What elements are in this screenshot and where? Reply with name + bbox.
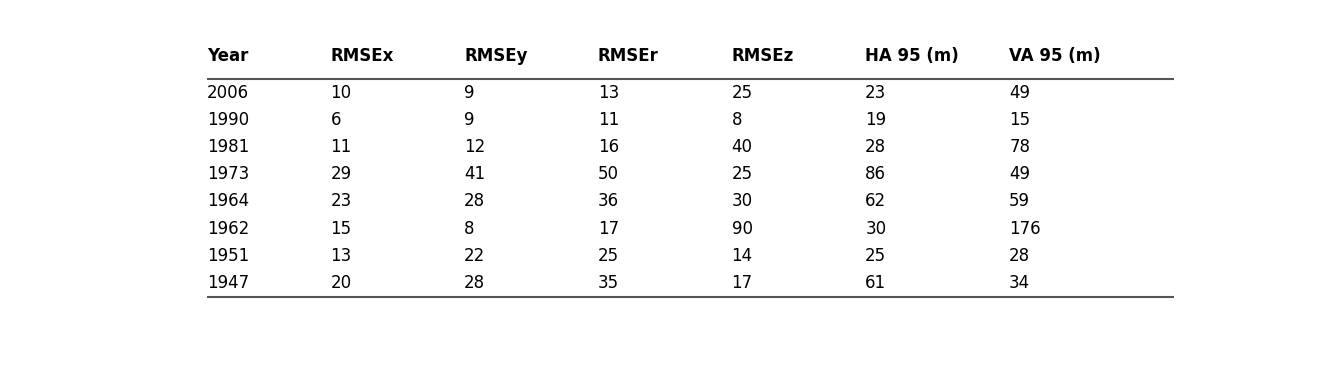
Text: 86: 86 xyxy=(865,165,886,183)
Text: 11: 11 xyxy=(330,138,352,156)
Text: 1964: 1964 xyxy=(207,192,249,211)
Text: 10: 10 xyxy=(330,84,352,102)
Text: 1990: 1990 xyxy=(207,111,249,129)
Text: 1973: 1973 xyxy=(207,165,249,183)
Text: 176: 176 xyxy=(1009,220,1040,238)
Text: 28: 28 xyxy=(464,192,486,211)
Text: 17: 17 xyxy=(597,220,618,238)
Text: 23: 23 xyxy=(865,84,886,102)
Text: 9: 9 xyxy=(464,111,475,129)
Text: 90: 90 xyxy=(731,220,752,238)
Text: 9: 9 xyxy=(464,84,475,102)
Text: 8: 8 xyxy=(731,111,742,129)
Text: 16: 16 xyxy=(597,138,618,156)
Text: 11: 11 xyxy=(597,111,620,129)
Text: Year: Year xyxy=(207,47,248,65)
Text: 15: 15 xyxy=(330,220,352,238)
Text: 1947: 1947 xyxy=(207,274,249,292)
Text: 25: 25 xyxy=(731,165,752,183)
Text: 78: 78 xyxy=(1009,138,1030,156)
Text: RMSEx: RMSEx xyxy=(330,47,394,65)
Text: 22: 22 xyxy=(464,247,486,265)
Text: RMSEr: RMSEr xyxy=(597,47,658,65)
Text: HA 95 (m): HA 95 (m) xyxy=(865,47,959,65)
Text: 25: 25 xyxy=(731,84,752,102)
Text: 28: 28 xyxy=(865,138,886,156)
Text: 49: 49 xyxy=(1009,84,1030,102)
Text: 1962: 1962 xyxy=(207,220,249,238)
Text: 17: 17 xyxy=(731,274,752,292)
Text: 25: 25 xyxy=(865,247,886,265)
Text: 28: 28 xyxy=(464,274,486,292)
Text: 62: 62 xyxy=(865,192,886,211)
Text: 34: 34 xyxy=(1009,274,1030,292)
Text: 8: 8 xyxy=(464,220,475,238)
Text: VA 95 (m): VA 95 (m) xyxy=(1009,47,1101,65)
Text: 35: 35 xyxy=(597,274,618,292)
Text: 25: 25 xyxy=(597,247,618,265)
Text: 59: 59 xyxy=(1009,192,1030,211)
Text: 19: 19 xyxy=(865,111,886,129)
Text: 36: 36 xyxy=(597,192,618,211)
Text: 29: 29 xyxy=(330,165,352,183)
Text: 30: 30 xyxy=(731,192,752,211)
Text: 28: 28 xyxy=(1009,247,1030,265)
Text: 1981: 1981 xyxy=(207,138,249,156)
Text: 30: 30 xyxy=(865,220,886,238)
Text: 23: 23 xyxy=(330,192,352,211)
Text: 61: 61 xyxy=(865,274,886,292)
Text: RMSEz: RMSEz xyxy=(731,47,794,65)
Text: 41: 41 xyxy=(464,165,486,183)
Text: 40: 40 xyxy=(731,138,752,156)
Text: 6: 6 xyxy=(330,111,341,129)
Text: 20: 20 xyxy=(330,274,352,292)
Text: 1951: 1951 xyxy=(207,247,249,265)
Text: 50: 50 xyxy=(597,165,618,183)
Text: 14: 14 xyxy=(731,247,752,265)
Text: 13: 13 xyxy=(597,84,620,102)
Text: 49: 49 xyxy=(1009,165,1030,183)
Text: 2006: 2006 xyxy=(207,84,249,102)
Text: 13: 13 xyxy=(330,247,352,265)
Text: 15: 15 xyxy=(1009,111,1030,129)
Text: RMSEy: RMSEy xyxy=(464,47,528,65)
Text: 12: 12 xyxy=(464,138,486,156)
